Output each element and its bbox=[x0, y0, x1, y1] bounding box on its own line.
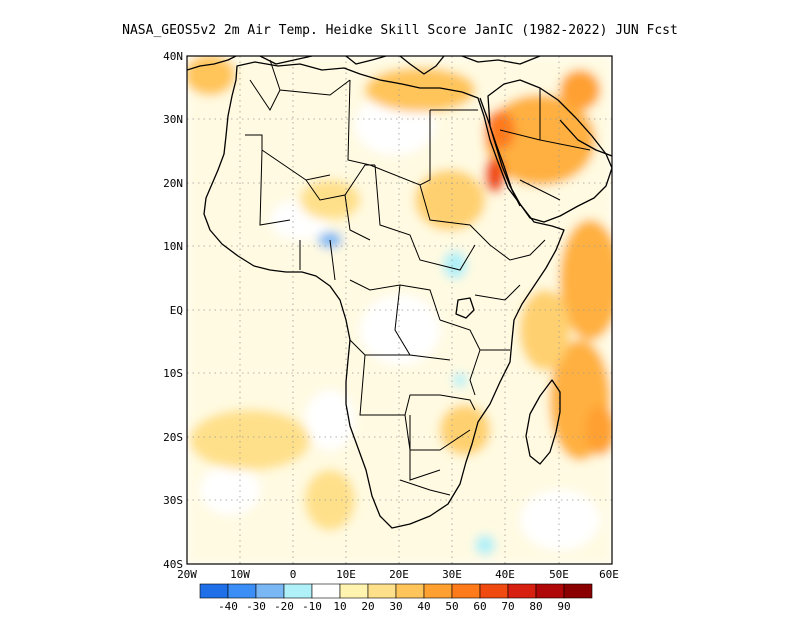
map-plot-area bbox=[186, 55, 613, 565]
coastlines bbox=[187, 56, 612, 529]
lat-label: 20S bbox=[163, 431, 183, 444]
longitude-labels: 20W 10W 0 10E 20E 30E 40E 50E 60E bbox=[177, 568, 619, 581]
lon-label: 30E bbox=[442, 568, 462, 581]
colorbar-swatch bbox=[535, 583, 565, 599]
lon-label: 50E bbox=[549, 568, 569, 581]
lat-label: 40N bbox=[163, 50, 183, 63]
colorbar-swatch bbox=[339, 583, 369, 599]
colorbar-swatch bbox=[311, 583, 341, 599]
colorbar-tick-label: 10 bbox=[333, 600, 346, 613]
colorbar-swatch bbox=[367, 583, 397, 599]
colorbar-swatch bbox=[423, 583, 453, 599]
colorbar-tick-label: -30 bbox=[246, 600, 266, 613]
colorbar-tick-label: 20 bbox=[361, 600, 374, 613]
colorbar-tick-label: -40 bbox=[218, 600, 238, 613]
colorbar-swatch bbox=[395, 583, 425, 599]
colorbar-swatch bbox=[479, 583, 509, 599]
colorbar-swatch bbox=[283, 583, 313, 599]
lat-label: 30S bbox=[163, 494, 183, 507]
lon-label: 40E bbox=[495, 568, 515, 581]
map-frame bbox=[186, 55, 613, 565]
lat-label: 20N bbox=[163, 177, 183, 190]
lat-label: 40S bbox=[163, 558, 183, 571]
lon-label: 10W bbox=[230, 568, 250, 581]
lat-label: 10N bbox=[163, 240, 183, 253]
map-title: NASA_GEOS5v2 2m Air Temp. Heidke Skill S… bbox=[122, 23, 678, 38]
lon-label: 0 bbox=[290, 568, 297, 581]
lat-label: 10S bbox=[163, 367, 183, 380]
lat-label: 30N bbox=[163, 113, 183, 126]
colorbar-tick-label: 70 bbox=[501, 600, 514, 613]
colorbar-swatch bbox=[227, 583, 257, 599]
skill-score-shading bbox=[187, 56, 612, 564]
latitude-labels: 40N 30N 20N 10N EQ 10S 20S 30S 40S bbox=[163, 50, 183, 571]
lat-label: EQ bbox=[170, 304, 183, 317]
lon-label: 60E bbox=[599, 568, 619, 581]
colorbar-tick-label: 30 bbox=[389, 600, 402, 613]
colorbar-swatch bbox=[563, 583, 593, 599]
colorbar-swatch bbox=[507, 583, 537, 599]
colorbar-swatch bbox=[451, 583, 481, 599]
colorbar-swatch bbox=[199, 583, 229, 599]
map-gridlines bbox=[187, 56, 612, 564]
colorbar-tick-label: -20 bbox=[274, 600, 294, 613]
lon-label: 20W bbox=[177, 568, 197, 581]
colorbar-tick-label: 80 bbox=[529, 600, 542, 613]
colorbar-tick-label: 50 bbox=[445, 600, 458, 613]
colorbar-tick-label: -10 bbox=[302, 600, 322, 613]
colorbar-tick-label: 60 bbox=[473, 600, 486, 613]
colorbar-tick-label: 40 bbox=[417, 600, 430, 613]
colorbar: -40 -30 -20 -10 10 20 30 40 50 60 70 80 90 bbox=[199, 583, 593, 613]
lon-label: 20E bbox=[389, 568, 409, 581]
lon-label: 10E bbox=[336, 568, 356, 581]
colorbar-swatch bbox=[255, 583, 285, 599]
colorbar-tick-label: 90 bbox=[557, 600, 570, 613]
country-borders bbox=[245, 59, 591, 496]
